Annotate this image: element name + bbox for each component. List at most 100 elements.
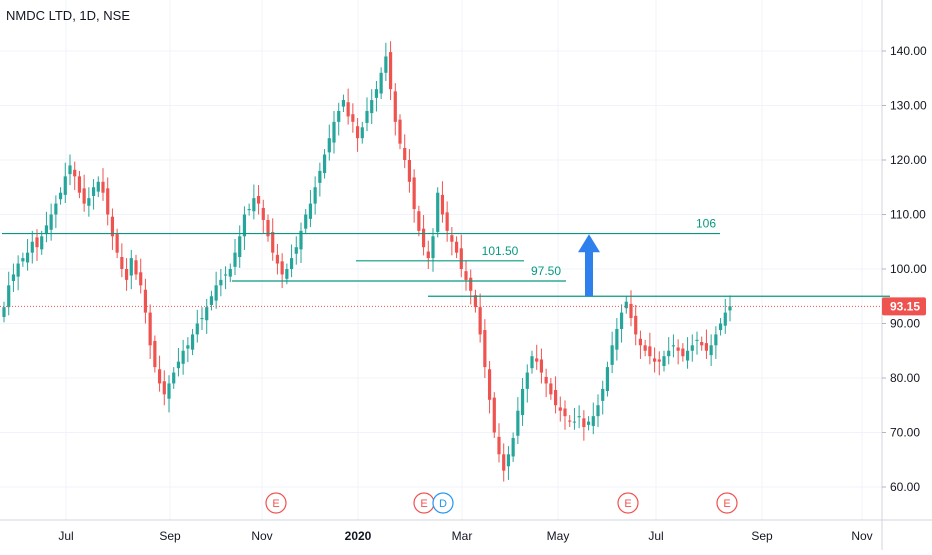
candle-body <box>469 277 473 291</box>
candle-body <box>294 247 298 254</box>
level-label: 101.50 <box>482 244 519 258</box>
candle-body <box>511 437 515 457</box>
candle-body <box>685 350 690 361</box>
earnings-marker[interactable] <box>265 492 287 514</box>
candle-body <box>120 257 124 269</box>
candle-body <box>242 214 247 237</box>
candle-body <box>322 154 327 174</box>
candle-body <box>643 345 647 351</box>
candle-body <box>176 361 181 369</box>
candle-body <box>563 408 567 417</box>
dividend-marker[interactable] <box>432 492 454 514</box>
candle-body <box>313 187 317 204</box>
candle-body <box>690 345 694 351</box>
candle-body <box>601 388 605 401</box>
candle-body <box>304 214 308 229</box>
candle-body <box>582 418 586 428</box>
candle-body <box>657 359 661 362</box>
candle-body <box>591 416 595 426</box>
candle-body <box>502 454 506 471</box>
candle-body <box>426 251 430 259</box>
candle-body <box>7 285 11 308</box>
candle-body <box>91 187 96 196</box>
candle-body <box>365 110 369 123</box>
candle-body <box>214 285 218 301</box>
candle-body <box>421 228 426 248</box>
candle-body <box>275 254 280 264</box>
candle-body <box>337 110 341 122</box>
candle-body <box>327 138 331 153</box>
candle-body <box>398 119 402 144</box>
candle-body <box>129 258 133 276</box>
candle-body <box>700 342 704 346</box>
price-tick-label: 60.00 <box>890 480 920 494</box>
time-tick-label: Nov <box>851 529 872 543</box>
price-tick-label: 100.00 <box>890 262 927 276</box>
candle-body <box>629 303 633 319</box>
candle-body <box>106 188 110 215</box>
candle-body <box>596 405 600 417</box>
candle-body <box>478 307 482 335</box>
candle-body <box>605 367 610 392</box>
candle-body <box>487 369 492 400</box>
candle-body <box>238 236 242 258</box>
candle-body <box>676 347 680 351</box>
earnings-marker[interactable] <box>617 492 639 514</box>
candle-body <box>181 350 185 364</box>
candle-body <box>30 241 34 253</box>
candle-body <box>332 121 336 143</box>
candle-body <box>318 170 322 183</box>
candle-body <box>624 301 628 309</box>
candle-body <box>704 343 709 351</box>
candle-body <box>520 388 525 416</box>
candle-body <box>553 389 558 406</box>
candle-body <box>407 160 412 182</box>
candle-body <box>346 102 350 117</box>
candle-body <box>445 212 449 231</box>
candle-body <box>681 348 685 357</box>
event-marker-label: D <box>439 498 447 510</box>
event-marker-label: E <box>272 498 279 510</box>
earnings-marker[interactable] <box>716 492 738 514</box>
candle-body <box>728 306 732 311</box>
candle-body <box>271 231 275 253</box>
candle-body <box>652 358 657 362</box>
candle-body <box>351 114 355 122</box>
price-tick-label: 90.00 <box>890 317 920 331</box>
candle-body <box>54 203 58 215</box>
candle-body <box>308 203 313 219</box>
candle-body <box>572 421 577 423</box>
price-tick-label: 70.00 <box>890 426 920 440</box>
candle-body <box>506 454 511 467</box>
candle-body <box>539 359 544 373</box>
candle-body <box>379 72 383 94</box>
time-tick-label: Jul <box>648 529 663 543</box>
candle-body <box>205 307 209 321</box>
level-label: 97.50 <box>531 264 561 278</box>
candle-body <box>139 272 143 286</box>
candle-body <box>110 216 115 237</box>
candle-body <box>21 258 25 262</box>
candle-body <box>459 248 463 269</box>
candle-body <box>341 100 346 107</box>
level-label: 106 <box>696 217 716 231</box>
candle-body <box>299 230 303 250</box>
candle-body <box>285 269 289 279</box>
candle-body <box>619 312 624 329</box>
candle-body <box>186 345 190 349</box>
candle-body <box>280 261 284 275</box>
price-tick-label: 80.00 <box>890 371 920 385</box>
time-tick-label: May <box>547 529 570 543</box>
candle-body <box>530 356 534 369</box>
candle-body <box>384 56 388 73</box>
event-marker-label: E <box>624 498 631 510</box>
candle-body <box>200 318 204 320</box>
candle-body <box>355 126 360 139</box>
candle-body <box>223 274 228 276</box>
candle-body <box>718 323 723 331</box>
candle-body <box>190 334 195 350</box>
candle-body <box>671 345 676 347</box>
arrow-shaft <box>585 250 593 297</box>
